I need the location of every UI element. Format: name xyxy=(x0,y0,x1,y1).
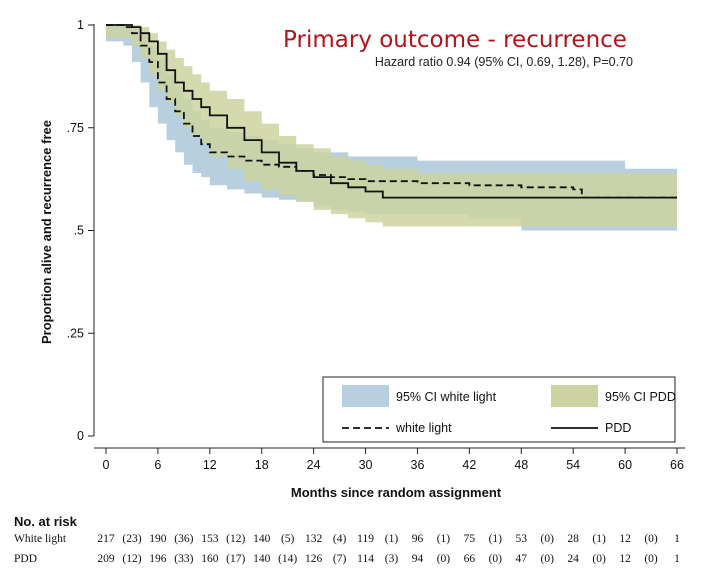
legend-label-pdd: PDD xyxy=(605,421,631,435)
risk-cell: 132 xyxy=(305,533,323,545)
risk-cell: 96 xyxy=(412,533,424,545)
risk-cell: 94 xyxy=(412,553,424,565)
plot-area: 0 .25 .5 .75 1 0 6 12 18 24 30 36 42 48 54 60 66 xyxy=(67,18,685,472)
y-tick-label: 0 xyxy=(77,429,84,443)
y-tick-label: .25 xyxy=(67,326,84,340)
risk-cell: 66 xyxy=(464,553,476,565)
risk-cell: (0) xyxy=(541,553,555,565)
x-tick-label: 24 xyxy=(307,458,321,472)
x-tick-label: 12 xyxy=(203,458,217,472)
risk-cell: 53 xyxy=(516,533,528,545)
risk-cell: (1) xyxy=(437,533,451,545)
risk-cell: 12 xyxy=(619,533,631,545)
ci-band-95-ci-pdd xyxy=(106,25,677,227)
risk-cell: (12) xyxy=(122,553,141,565)
risk-cell: 24 xyxy=(567,553,579,565)
risk-cell: 160 xyxy=(201,553,219,565)
risk-cell: 140 xyxy=(253,533,271,545)
chart-title: Primary outcome - recurrence xyxy=(283,27,627,53)
legend-label-95-ci-white-light: 95% CI white light xyxy=(396,390,497,404)
legend-swatch-95-ci-white-light xyxy=(342,385,389,407)
risk-cell: 28 xyxy=(567,533,579,545)
x-tick-label: 18 xyxy=(255,458,269,472)
risk-table-title: No. at risk xyxy=(14,514,78,529)
risk-cell: 126 xyxy=(305,553,323,565)
legend-swatch-95-ci-pdd xyxy=(551,385,598,407)
y-tick-label: .75 xyxy=(67,121,84,135)
risk-cell: 75 xyxy=(464,533,476,545)
x-tick-label: 42 xyxy=(462,458,476,472)
y-tick-label: .5 xyxy=(74,224,84,238)
legend-label-white-light: white light xyxy=(395,421,452,435)
risk-cell: (1) xyxy=(592,533,606,545)
legend: 95% CI white light 95% CI PDD white light P… xyxy=(322,376,676,443)
risk-cell: (0) xyxy=(592,553,606,565)
risk-cell: 209 xyxy=(97,553,115,565)
risk-cell: (1) xyxy=(385,533,399,545)
risk-cell: 140 xyxy=(253,553,271,565)
y-axis-label: Proportion alive and recurrence free xyxy=(39,120,54,344)
risk-cell: 153 xyxy=(201,533,219,545)
risk-cell: 1 xyxy=(674,553,680,565)
risk-cell: (0) xyxy=(644,553,658,565)
risk-cell: (3) xyxy=(385,553,399,565)
risk-cell: 114 xyxy=(357,553,374,565)
risk-cell: 217 xyxy=(97,533,115,545)
x-tick-label: 6 xyxy=(154,458,161,472)
x-tick-label: 66 xyxy=(670,458,684,472)
x-tick-label: 36 xyxy=(411,458,425,472)
chart-subtitle: Hazard ratio 0.94 (95% CI, 0.69, 1.28), … xyxy=(375,55,633,69)
risk-cell: (0) xyxy=(644,533,658,545)
series-line-pdd xyxy=(106,24,677,199)
risk-cell: 47 xyxy=(516,553,528,565)
risk-cell: (0) xyxy=(541,533,555,545)
x-tick-label: 60 xyxy=(618,458,632,472)
risk-cell: (12) xyxy=(226,533,245,545)
legend-label-95-ci-pdd: 95% CI PDD xyxy=(605,390,676,404)
risk-row-label: White light xyxy=(14,533,67,545)
risk-cell: 1 xyxy=(674,533,680,545)
risk-cell: (23) xyxy=(122,533,141,545)
risk-row-label: PDD xyxy=(14,553,37,565)
risk-cell: (33) xyxy=(174,553,193,565)
x-tick-label: 54 xyxy=(566,458,580,472)
series-line-white-light xyxy=(106,24,677,199)
x-tick-label: 30 xyxy=(359,458,373,472)
x-axis-label: Months since random assignment xyxy=(291,485,502,500)
x-tick-label: 0 xyxy=(103,458,110,472)
risk-cell: (0) xyxy=(437,553,451,565)
risk-cell: 196 xyxy=(149,553,167,565)
risk-cell: (5) xyxy=(281,533,295,545)
risk-cell: 12 xyxy=(619,553,631,565)
risk-cell: (0) xyxy=(489,553,503,565)
risk-cell: 190 xyxy=(149,533,167,545)
risk-cell: (36) xyxy=(174,533,193,545)
risk-cell: (1) xyxy=(489,533,503,545)
risk-cell: (14) xyxy=(278,553,297,565)
risk-cell: (17) xyxy=(226,553,245,565)
x-tick-label: 48 xyxy=(514,458,528,472)
risk-cell: 119 xyxy=(357,533,374,545)
risk-cell: (7) xyxy=(333,553,347,565)
risk-cell: (4) xyxy=(333,533,347,545)
y-tick-label: 1 xyxy=(77,18,84,32)
